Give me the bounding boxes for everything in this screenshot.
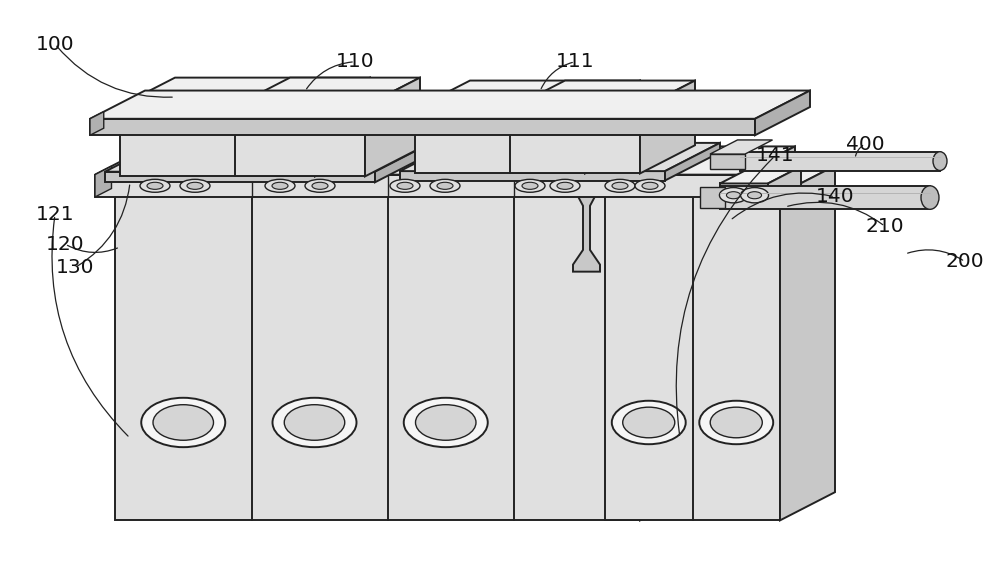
- Polygon shape: [415, 81, 640, 109]
- Polygon shape: [235, 78, 420, 106]
- Ellipse shape: [612, 401, 686, 444]
- Polygon shape: [755, 91, 810, 135]
- Ellipse shape: [430, 179, 460, 192]
- Text: 100: 100: [36, 35, 74, 54]
- Polygon shape: [585, 81, 640, 173]
- Ellipse shape: [557, 182, 573, 189]
- Ellipse shape: [140, 179, 170, 192]
- Ellipse shape: [284, 405, 345, 440]
- Bar: [415, 109, 585, 173]
- Ellipse shape: [416, 405, 476, 440]
- Text: 111: 111: [556, 52, 594, 71]
- Bar: [235, 106, 365, 176]
- Text: 141: 141: [756, 146, 794, 165]
- Ellipse shape: [180, 179, 210, 192]
- Polygon shape: [510, 81, 695, 109]
- Ellipse shape: [515, 179, 545, 192]
- Ellipse shape: [726, 192, 740, 199]
- Polygon shape: [665, 143, 720, 181]
- Ellipse shape: [719, 188, 747, 203]
- Ellipse shape: [305, 179, 335, 192]
- Ellipse shape: [710, 407, 762, 438]
- Polygon shape: [720, 166, 801, 183]
- Ellipse shape: [550, 179, 580, 192]
- Polygon shape: [740, 152, 940, 171]
- Polygon shape: [375, 143, 430, 182]
- Polygon shape: [740, 146, 795, 197]
- Ellipse shape: [522, 182, 538, 189]
- Bar: [115, 194, 640, 520]
- Bar: [105, 172, 375, 182]
- Ellipse shape: [272, 182, 288, 189]
- Ellipse shape: [141, 398, 225, 447]
- Ellipse shape: [312, 182, 328, 189]
- Polygon shape: [365, 78, 420, 176]
- Bar: [90, 119, 755, 135]
- Ellipse shape: [642, 182, 658, 189]
- Bar: [95, 175, 740, 197]
- Polygon shape: [710, 140, 772, 154]
- Ellipse shape: [187, 182, 203, 189]
- Polygon shape: [720, 186, 930, 209]
- Polygon shape: [640, 81, 695, 173]
- Ellipse shape: [265, 179, 295, 192]
- Polygon shape: [400, 143, 720, 171]
- Bar: [720, 183, 768, 207]
- Text: 210: 210: [866, 217, 904, 236]
- Polygon shape: [768, 166, 801, 207]
- Ellipse shape: [437, 182, 453, 189]
- Text: 130: 130: [56, 258, 94, 277]
- Polygon shape: [605, 166, 835, 194]
- Ellipse shape: [147, 182, 163, 189]
- Bar: [605, 194, 780, 520]
- Polygon shape: [95, 166, 112, 197]
- Ellipse shape: [612, 182, 628, 189]
- Ellipse shape: [741, 188, 769, 203]
- Text: 121: 121: [36, 205, 74, 224]
- Polygon shape: [120, 78, 370, 106]
- Polygon shape: [115, 166, 695, 194]
- Ellipse shape: [623, 407, 675, 438]
- Ellipse shape: [699, 401, 773, 444]
- Ellipse shape: [921, 186, 939, 209]
- Bar: [120, 106, 315, 176]
- Polygon shape: [573, 176, 600, 272]
- Polygon shape: [105, 143, 430, 172]
- Polygon shape: [315, 78, 370, 176]
- Polygon shape: [95, 146, 795, 175]
- Bar: [510, 109, 640, 173]
- Ellipse shape: [272, 398, 356, 447]
- Polygon shape: [780, 166, 835, 520]
- Text: 120: 120: [46, 235, 84, 253]
- Polygon shape: [90, 112, 104, 135]
- Ellipse shape: [153, 405, 213, 440]
- Ellipse shape: [390, 179, 420, 192]
- Bar: [400, 171, 665, 181]
- Ellipse shape: [404, 398, 488, 447]
- Ellipse shape: [635, 179, 665, 192]
- Ellipse shape: [397, 182, 413, 189]
- Ellipse shape: [933, 152, 947, 171]
- Polygon shape: [640, 166, 695, 520]
- Ellipse shape: [748, 192, 762, 199]
- Text: 140: 140: [816, 188, 854, 206]
- Polygon shape: [90, 91, 810, 119]
- Ellipse shape: [605, 179, 635, 192]
- Bar: [700, 187, 725, 208]
- Text: 200: 200: [946, 252, 984, 271]
- Text: 400: 400: [846, 135, 884, 153]
- Text: 110: 110: [336, 52, 374, 71]
- Bar: [710, 154, 745, 169]
